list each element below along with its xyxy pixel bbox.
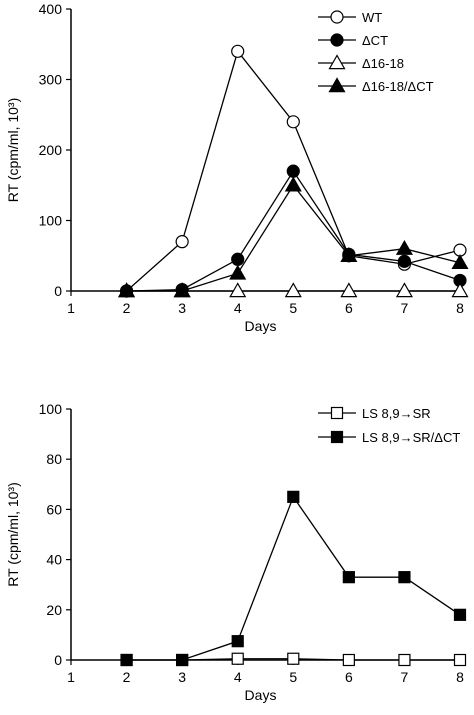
data-point <box>118 282 136 298</box>
y-tick-label: 40 <box>46 552 62 568</box>
chart-bottom-panel: 0 20 40 60 80 100 1 2 3 4 5 6 7 8 Days RT (cpm/ml, 10³)… <box>5 401 467 703</box>
legend-marker <box>328 77 346 93</box>
x-tick-label: 4 <box>234 669 242 685</box>
data-point <box>451 282 469 298</box>
x-tick-label: 5 <box>289 669 297 685</box>
x-tick-label: 6 <box>345 300 353 316</box>
y-tick-label: 0 <box>54 283 62 299</box>
data-point <box>453 653 467 667</box>
data-point <box>395 239 413 255</box>
y-tick-label: 0 <box>54 652 62 668</box>
x-tick-label: 2 <box>123 669 131 685</box>
legend-marker <box>330 10 344 24</box>
data-point <box>231 652 244 665</box>
legend-marker <box>328 54 346 70</box>
legend-marker <box>330 406 344 420</box>
y-axis-title: RT (cpm/ml, 10³) <box>5 482 21 587</box>
data-point <box>229 264 247 280</box>
data-point <box>284 282 302 298</box>
x-tick-label: 3 <box>178 300 186 316</box>
data-point <box>340 247 358 262</box>
y-tick-label: 400 <box>39 1 63 17</box>
data-point <box>287 652 300 665</box>
x-tick-label: 4 <box>234 300 242 316</box>
data-point <box>398 571 411 584</box>
data-point <box>286 164 300 178</box>
data-point <box>342 653 355 667</box>
data-point <box>286 115 300 129</box>
y-axis-title: RT (cpm/ml, 10³) <box>5 98 21 203</box>
data-point <box>231 635 244 648</box>
data-point <box>173 282 191 298</box>
data-point <box>397 254 412 268</box>
data-point <box>395 282 413 298</box>
x-tick-label: 5 <box>289 300 297 316</box>
x-axis-title: Days <box>245 687 277 703</box>
data-point <box>287 490 300 503</box>
data-point <box>453 608 467 621</box>
data-point <box>120 653 133 667</box>
x-tick-label: 7 <box>401 669 409 685</box>
x-tick-label: 6 <box>345 669 353 685</box>
x-tick-label: 2 <box>123 300 131 316</box>
y-tick-label: 80 <box>46 451 62 467</box>
data-point <box>284 176 302 192</box>
legend-marker <box>330 430 344 444</box>
y-tick-label: 100 <box>39 213 63 229</box>
x-tick-label: 8 <box>456 669 464 685</box>
data-point <box>176 653 189 667</box>
y-tick-label: 60 <box>46 501 62 517</box>
data-point <box>340 282 358 298</box>
y-tick-label: 300 <box>39 72 63 88</box>
data-point <box>451 254 469 270</box>
y-tick-label: 200 <box>39 142 63 158</box>
data-point <box>231 252 245 266</box>
legend-label: LS 8,9→SR <box>362 406 431 421</box>
legend-label: Δ16-18 <box>362 56 404 71</box>
data-point <box>398 653 411 667</box>
data-point <box>342 571 355 584</box>
x-tick-label: 1 <box>67 669 75 685</box>
x-tick-label: 1 <box>67 300 75 316</box>
x-tick-label: 7 <box>401 300 409 316</box>
legend-label: LS 8,9→SR/ΔCT <box>362 430 460 445</box>
legend-label: ΔCT <box>362 33 388 48</box>
legend-label: WT <box>362 10 382 25</box>
data-point <box>229 282 247 298</box>
chart-top-panel: 0 100 200 300 400 1 2 3 4 5 6 7 8 Days RT (cpm/ml, 10³… <box>5 1 469 334</box>
legend-label: Δ16-18/ΔCT <box>362 79 434 94</box>
data-point <box>175 235 189 249</box>
legend-marker <box>330 33 344 47</box>
data-point <box>231 44 245 58</box>
x-tick-label: 3 <box>178 669 186 685</box>
y-tick-label: 100 <box>39 401 63 417</box>
x-axis-title: Days <box>245 318 277 334</box>
x-tick-label: 8 <box>456 300 464 316</box>
y-tick-label: 20 <box>46 602 62 618</box>
